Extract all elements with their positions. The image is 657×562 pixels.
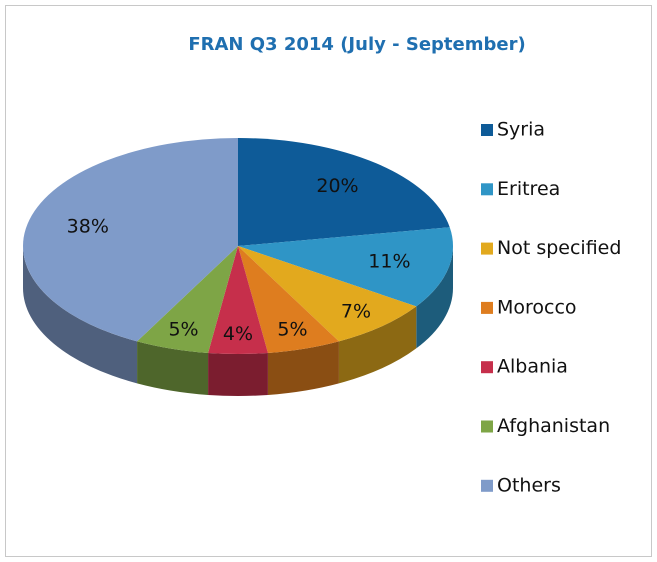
pie-slice	[238, 227, 453, 307]
data-label: 4%	[223, 323, 253, 345]
legend-swatch	[481, 301, 493, 314]
data-label: 5%	[168, 319, 198, 341]
data-label: 38%	[67, 216, 109, 238]
pie-side	[338, 306, 417, 384]
legend-swatch	[481, 242, 493, 255]
legend-label: Eritrea	[497, 178, 560, 200]
pie-side	[208, 352, 268, 396]
pie-slice	[208, 246, 268, 354]
legend-swatch	[481, 124, 493, 136]
pie-side	[137, 341, 209, 395]
pie-side	[416, 246, 453, 349]
legend-swatch	[481, 183, 493, 196]
legend-swatch	[481, 361, 493, 374]
data-label: 7%	[341, 300, 371, 322]
legend-label: Others	[497, 474, 561, 496]
data-label: 5%	[277, 319, 307, 341]
legend-label: Morocco	[497, 296, 577, 318]
pie-slice	[23, 138, 239, 342]
pie-side	[23, 246, 138, 384]
legend-label: Albania	[497, 356, 568, 378]
pie-slice	[238, 246, 417, 342]
data-label: 11%	[368, 251, 410, 273]
pie-slice	[137, 246, 238, 353]
pie-slice	[238, 246, 339, 353]
legend-label: Afghanistan	[497, 415, 610, 437]
legend-label: Syria	[497, 119, 545, 141]
legend-label: Not specified	[497, 237, 621, 259]
legend-swatch	[481, 479, 493, 492]
chart-title: FRAN Q3 2014 (July - September)	[188, 34, 525, 55]
pie-slice	[238, 138, 450, 246]
pie-side	[267, 341, 339, 395]
legend-swatch	[481, 420, 493, 433]
data-label: 20%	[316, 175, 358, 197]
